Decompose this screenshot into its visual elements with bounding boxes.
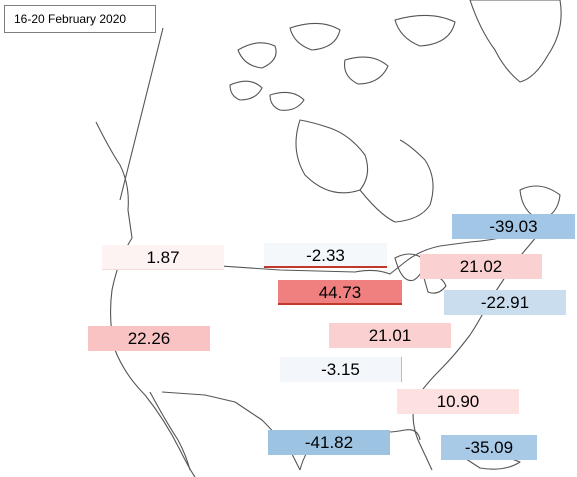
region-value-upper-midwest: -2.33	[264, 243, 387, 268]
greenland	[469, 0, 562, 83]
region-value-mid-south: 21.01	[329, 323, 451, 348]
pacific-coastline	[95, 121, 196, 477]
value-text: 1.87	[146, 248, 180, 267]
value-text: -3.15	[321, 360, 360, 379]
region-value-central-plains: 44.73	[278, 280, 402, 305]
value-text: -35.09	[464, 438, 514, 457]
arctic-island-6	[269, 91, 305, 111]
newfoundland	[519, 185, 561, 221]
region-value-great-lakes: 21.02	[420, 254, 542, 279]
alaska-border	[119, 27, 164, 201]
arctic-island-4	[394, 14, 456, 47]
arctic-island-1	[237, 42, 277, 69]
region-value-northeast: -39.03	[452, 214, 575, 239]
value-text: 10.90	[436, 392, 480, 411]
region-value-gulf-coast: -41.82	[268, 430, 390, 455]
region-value-south-central: -3.15	[280, 357, 402, 382]
value-text: -2.33	[306, 246, 345, 265]
arctic-island-3	[343, 56, 389, 85]
date-label: 16-20 February 2020	[4, 5, 156, 33]
value-text: -39.03	[489, 217, 538, 236]
arctic-island-2	[289, 22, 341, 51]
value-text: 44.73	[318, 283, 362, 302]
labrador-coast	[359, 139, 434, 223]
arctic-island-5	[229, 80, 263, 101]
value-text: -41.82	[304, 433, 354, 452]
region-value-florida: -35.09	[441, 435, 537, 460]
region-value-mid-atlantic: -22.91	[444, 290, 566, 315]
value-text: 21.01	[368, 326, 412, 345]
region-value-pacific-northwest: 1.87	[102, 245, 224, 270]
hudson-bay	[295, 119, 369, 194]
value-text: 22.26	[127, 329, 171, 348]
baja-coastline	[149, 391, 191, 471]
value-text: -22.91	[480, 293, 530, 312]
region-value-west: 22.26	[88, 326, 210, 351]
value-text: 21.02	[459, 257, 503, 276]
region-value-southeast: 10.90	[397, 389, 519, 414]
